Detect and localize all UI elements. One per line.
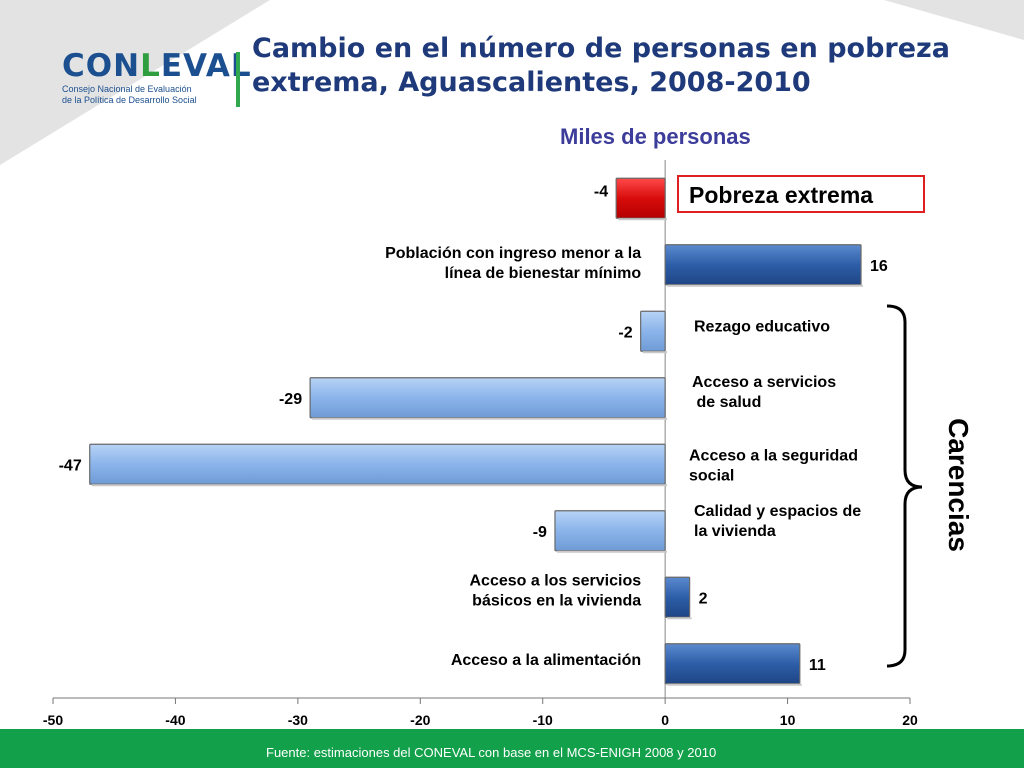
bar-8: [664, 643, 801, 685]
x-tick-label-8: 20: [902, 712, 918, 728]
value-label-7: 2: [699, 590, 708, 607]
category-label-2: Población con ingreso menor a la línea de…: [385, 245, 641, 282]
corner-decoration-right: [884, 0, 1024, 40]
footer-bar: Fuente: estimaciones del CONEVAL con bas…: [0, 729, 1024, 768]
bar-shadow-6: [556, 550, 668, 553]
source-note: Fuente: estimaciones del CONEVAL con bas…: [266, 745, 717, 760]
page-title: Cambio en el número de personas en pobre…: [252, 32, 992, 100]
value-label-1: -4: [594, 183, 608, 200]
title-divider: [236, 52, 240, 107]
logo-subtitle-line1: Consejo Nacional de Evaluación: [62, 84, 192, 94]
bar-shadow-5: [91, 484, 668, 487]
value-label-3: -2: [618, 324, 632, 341]
pobreza-extrema-box: [677, 175, 925, 213]
logo-wordmark: CONLEVAL: [62, 48, 252, 84]
bar-chart: -4 16 Población con ingreso menor a la líne…: [43, 160, 923, 728]
value-label-6: -9: [533, 524, 547, 541]
bar-shadow-3: [642, 351, 668, 354]
x-tick-label-3: -30: [288, 712, 308, 728]
category-label-7: Acceso a los servicios básicos en la vivi…: [469, 572, 641, 609]
chart-subtitle: Miles de personas: [560, 124, 751, 149]
bar-shadow-8: [667, 683, 802, 686]
bar-shadow-4: [312, 417, 668, 420]
bar-1: [615, 177, 666, 219]
bar-4: [309, 377, 666, 419]
category-label-5: Acceso a la seguridad social: [689, 447, 858, 484]
page-title-line2: extrema, Aguascalientes, 2008-2010: [252, 67, 811, 98]
logo-subtitle-line2: de la Política de Desarrollo Social: [62, 95, 197, 105]
x-tick-label-6: 0: [661, 712, 669, 728]
x-tick-label-2: -40: [165, 712, 185, 728]
category-label-3: Rezago educativo: [694, 318, 830, 335]
x-tick-label-1: -50: [43, 712, 63, 728]
coneval-logo: CONLEVAL Consejo Nacional de Evaluación …: [62, 48, 252, 118]
x-tick-label-5: -10: [533, 712, 553, 728]
corner-decoration-left: [0, 0, 270, 165]
bar-7: [664, 576, 691, 618]
bar-shadow-2: [667, 284, 864, 287]
x-tick-label-7: 10: [780, 712, 796, 728]
carencias-bracket: [886, 304, 923, 668]
bar-shadow-1: [618, 218, 668, 221]
category-label-8: Acceso a la alimentación: [451, 652, 641, 669]
bar-5: [89, 443, 666, 485]
category-label-6: Calidad y espacios de la vivienda: [694, 503, 861, 540]
category-label-4: Acceso a servicios de salud: [692, 374, 836, 411]
carencias-label: Carencias: [943, 418, 974, 552]
value-label-8: 11: [809, 657, 826, 674]
bar-shadow-7: [667, 617, 692, 620]
value-label-5: -47: [59, 457, 82, 474]
x-tick-label-4: -20: [410, 712, 430, 728]
page-title-line1: Cambio en el número de personas en pobre…: [252, 33, 950, 64]
bar-6: [554, 510, 666, 552]
value-label-2: 16: [870, 258, 888, 275]
bar-2: [664, 244, 862, 286]
value-label-4: -29: [279, 391, 302, 408]
bar-3: [640, 310, 666, 352]
pobreza-extrema-label: Pobreza extrema: [689, 182, 874, 208]
